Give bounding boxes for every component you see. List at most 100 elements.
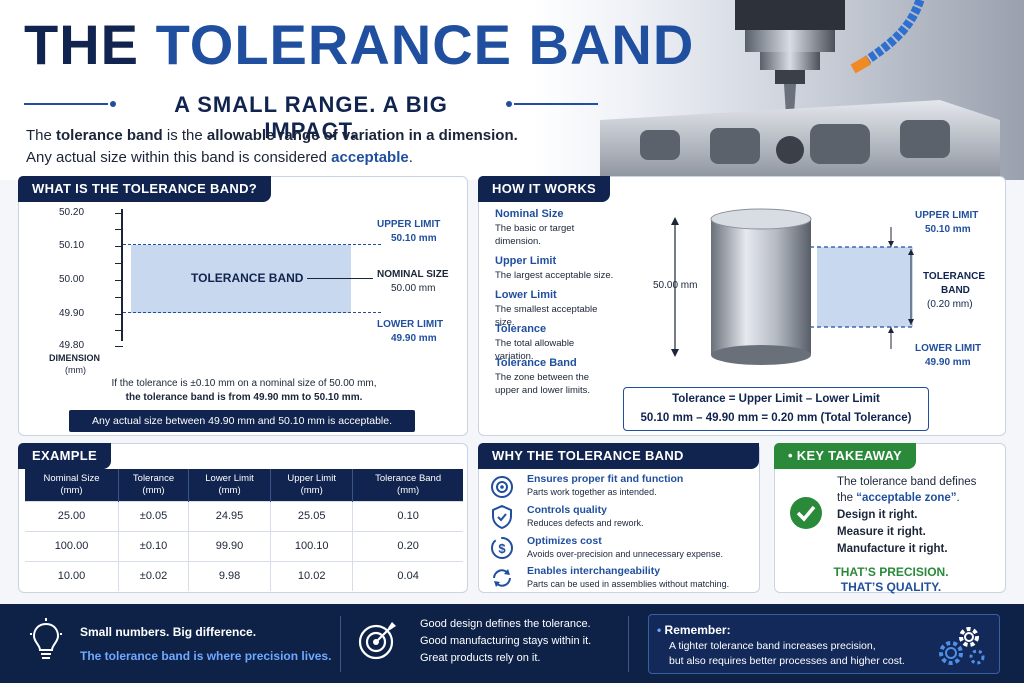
slogan-precision: THAT’S PRECISION. <box>833 565 949 579</box>
table-cell: ±0.10 <box>118 530 189 561</box>
footer-left-line-2: The tolerance band is where precision li… <box>80 649 332 663</box>
target-icon <box>491 476 513 498</box>
takeaway-text: the <box>837 492 857 504</box>
intro-text: The <box>26 127 57 144</box>
upper-limit-line <box>123 244 381 245</box>
takeaway-line-5: Manufacture it right. <box>837 543 948 555</box>
upper-limit-title: UPPER LIMIT <box>377 219 441 230</box>
example-tag: EXAMPLE <box>18 443 111 469</box>
page-title: THE TOLERANCE BAND <box>24 14 694 76</box>
term-upper-limit: Upper Limit <box>495 255 557 267</box>
title-part-1: THE <box>24 13 139 76</box>
lower-limit-line <box>123 312 381 313</box>
term-tolerance-band: Tolerance Band <box>495 357 577 369</box>
matter-title: Enables interchangeability <box>527 565 661 577</box>
formula-box: Tolerance = Upper Limit – Lower Limit 50… <box>623 387 929 431</box>
why-it-matters-panel: WHY THE TOLERANCE BAND MATTERS Ensures p… <box>478 443 760 593</box>
column-header: Tolerance Band (mm) <box>352 469 463 501</box>
table-header-row: Nominal Size (mm) Tolerance (mm) Lower Lim… <box>25 469 463 501</box>
subtitle: A SMALL RANGE. A BIG IMPACT. <box>174 92 448 143</box>
cycle-icon <box>493 569 511 587</box>
band-title: BAND <box>941 285 970 296</box>
table-row: 10.00 ±0.02 9.98 10.02 0.04 <box>25 560 463 591</box>
cylinder-diagram <box>671 208 914 365</box>
term-lower-limit: Lower Limit <box>495 289 557 301</box>
subtitle-row: A SMALL RANGE. A BIG IMPACT. <box>24 92 598 143</box>
intro-text: is the <box>162 127 207 144</box>
subtitle-dot-right <box>506 101 512 107</box>
intro-line-2: Any actual size within this band is cons… <box>26 149 413 166</box>
slogan-quality: THAT’S QUALITY. <box>840 580 942 594</box>
table-cell: ±0.05 <box>118 500 189 531</box>
takeaway-line-1: The tolerance band defines <box>837 476 977 488</box>
intro-emphasis: tolerance band <box>56 127 163 144</box>
takeaway-text: . <box>956 492 960 504</box>
table-cell: 25.00 <box>25 500 119 531</box>
nominal-size-title: NOMINAL SIZE <box>377 269 449 280</box>
footer-divider <box>628 616 629 672</box>
intro-emphasis: allowable range of variation in a dimens… <box>206 127 518 144</box>
takeaway-line-3: Design it right. <box>837 509 918 521</box>
band-value: (0.20 mm) <box>927 299 973 310</box>
table-cell: 10.02 <box>270 560 353 591</box>
header-text: Tolerance Band <box>375 472 442 484</box>
example-caption-1: If the tolerance is ±0.10 mm on a nomina… <box>111 378 377 389</box>
tolerance-band-label: TOLERANCE BAND <box>191 271 304 285</box>
remember-line-1: A tighter tolerance band increases preci… <box>669 640 876 652</box>
band-title: TOLERANCE <box>923 271 986 282</box>
table-cell: 9.98 <box>187 560 271 591</box>
header-unit: (mm) <box>60 484 83 496</box>
column-header: Upper Limit (mm) <box>270 469 353 501</box>
cylinder-dimension: 50.00 mm <box>653 280 698 291</box>
matter-desc: Avoids over-precision and unnecessary ex… <box>527 549 723 559</box>
tick-label: 50.20 <box>59 207 85 218</box>
axis-unit: (mm) <box>65 365 86 375</box>
upper-limit-value: 50.10 mm <box>925 224 971 235</box>
shield-check-icon <box>492 504 512 530</box>
why-it-matters-tag: WHY THE TOLERANCE BAND MATTERS <box>478 443 759 489</box>
subtitle-rule-right <box>514 103 598 105</box>
term-desc: The basic or target dimension. <box>495 223 575 247</box>
tick-mark <box>115 330 123 331</box>
footer-divider <box>340 616 341 672</box>
dimension-axis <box>121 209 123 341</box>
takeaway-line-2: the “acceptable zone”. <box>837 492 960 504</box>
matter-title: Ensures proper fit and function <box>527 473 684 485</box>
how-it-works-tag: HOW IT WORKS <box>478 176 610 202</box>
lower-limit-value: 49.90 mm <box>925 357 971 368</box>
lower-limit-value: 49.90 mm <box>391 333 437 344</box>
tick-mark <box>115 314 123 315</box>
upper-limit-title: UPPER LIMIT <box>915 210 979 221</box>
target-arrow-icon <box>358 622 396 660</box>
table-row: 100.00 ±0.10 99.90 100.10 0.20 <box>25 530 463 561</box>
axis-label: DIMENSION <box>49 353 101 363</box>
term-tolerance: Tolerance <box>495 323 547 335</box>
what-is-panel: WHAT IS THE TOLERANCE BAND? 50.20 50.10 … <box>18 176 468 436</box>
takeaway-emphasis: “acceptable zone” <box>856 492 957 504</box>
remember-title: • Remember: <box>657 623 731 637</box>
table-cell: 0.20 <box>352 530 463 561</box>
takeaway-line-4: Measure it right. <box>837 526 926 538</box>
matter-desc: Reduces defects and rework. <box>527 518 644 528</box>
column-header: Lower Limit (mm) <box>187 469 271 501</box>
table-cell: 99.90 <box>187 530 271 561</box>
upper-limit-value: 50.10 mm <box>391 233 437 244</box>
header-unit: (mm) <box>142 484 165 496</box>
footer-banner: Small numbers. Big difference. The toler… <box>0 604 1024 683</box>
intro-line-1: The tolerance band is the allowable rang… <box>26 127 518 144</box>
table-cell: 0.04 <box>352 560 463 591</box>
lower-limit-title: LOWER LIMIT <box>915 343 982 354</box>
header-text: Lower Limit <box>205 472 254 484</box>
cnc-machine-illustration <box>600 0 1000 180</box>
matter-title: Controls quality <box>527 504 607 516</box>
key-takeaway-tag: • KEY TAKEAWAY <box>774 443 916 469</box>
tick-mark <box>115 297 123 298</box>
title-part-2: TOLERANCE BAND <box>155 13 695 76</box>
how-it-works-panel: HOW IT WORKS Nominal Size The basic or t… <box>478 176 1006 436</box>
intro-text: Any actual size within this band is cons… <box>26 149 332 166</box>
example-table: Nominal Size (mm) Tolerance (mm) Lower Lim… <box>25 469 463 591</box>
acceptable-note: Any actual size between 49.90 mm and 50.… <box>69 410 415 432</box>
term-desc: The largest acceptable size. <box>495 270 614 281</box>
example-panel: EXAMPLE Nominal Size (mm) Tolerance (mm) L… <box>18 443 468 593</box>
svg-text:$: $ <box>498 541 506 556</box>
